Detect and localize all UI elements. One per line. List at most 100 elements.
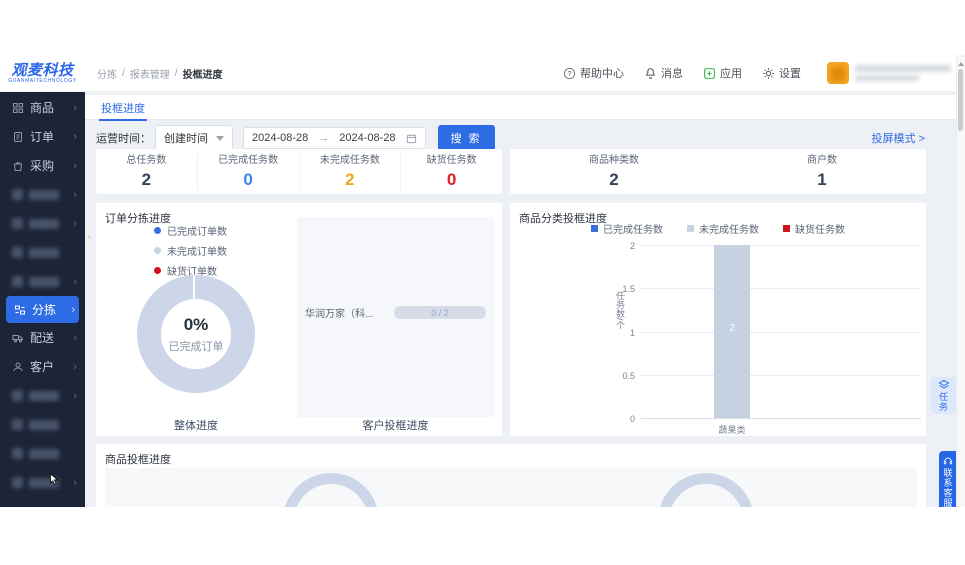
stat-label: 商户数	[807, 154, 837, 166]
time-type-value: 创建时间	[164, 133, 208, 145]
brand-logo[interactable]: 观麦科技 GUANMAITECHNOLOGY	[0, 63, 85, 84]
breadcrumb-separator: /	[174, 67, 178, 79]
bar-uncompleted[interactable]	[714, 245, 750, 418]
brand-subtitle: GUANMAITECHNOLOGY	[8, 77, 77, 84]
legend-item[interactable]: 缺货任务数	[783, 221, 845, 236]
product-donut-chart	[283, 473, 379, 507]
scroll-up-arrow-icon[interactable]	[958, 59, 964, 66]
breadcrumb-item[interactable]: 报表管理	[129, 69, 170, 81]
sidebar-item-redacted[interactable]	[0, 238, 85, 267]
legend-item[interactable]: 已完成任务数	[591, 221, 663, 236]
headset-icon	[943, 457, 953, 465]
y-tick: 0.5	[622, 371, 635, 381]
donut-percent: 0%	[183, 314, 209, 334]
y-axis-label: 任务数/个	[615, 291, 625, 330]
legend-dot-gray	[154, 247, 161, 254]
stat-outofstock-tasks: 缺货任务数 0	[401, 153, 502, 191]
sidebar-item-sorting-active[interactable]: 分拣 ›	[6, 296, 79, 323]
sidebar-item-redacted[interactable]	[0, 410, 85, 439]
scrollbar-thumb[interactable]	[958, 69, 963, 131]
stat-value: 2	[345, 170, 355, 190]
sidebar-item-orders[interactable]: 订单 ›	[0, 122, 85, 151]
task-stats-card: 总任务数 2 已完成任务数 0 未完成任务数 2 缺货任务数 0	[96, 149, 502, 194]
sidebar-item-purchase[interactable]: 采购 ›	[0, 151, 85, 180]
redacted-icon	[12, 189, 23, 200]
grid-icon	[13, 102, 23, 113]
legend-item[interactable]: 未完成订单数	[154, 243, 227, 258]
y-tick: 2	[629, 241, 635, 251]
chevron-right-icon: ›	[73, 275, 77, 288]
legend-square-red	[783, 225, 790, 232]
stat-value: 0	[446, 170, 457, 190]
chevron-right-icon: ›	[73, 159, 77, 172]
stat-product-kinds: 商品种类数 2	[510, 153, 718, 191]
legend-item[interactable]: 未完成任务数	[687, 221, 759, 236]
legend-item[interactable]: 已完成订单数	[154, 223, 227, 238]
sidebar-item-goods[interactable]: 商品 ›	[0, 93, 85, 122]
stats-row: 总任务数 2 已完成任务数 0 未完成任务数 2 缺货任务数 0 商	[96, 149, 926, 194]
settings-button[interactable]: 设置	[762, 65, 801, 81]
stat-value: 2	[609, 170, 619, 190]
vertical-scrollbar[interactable]	[956, 55, 965, 507]
sorting-icon	[15, 305, 25, 314]
stat-label: 商品种类数	[589, 154, 639, 166]
sidebar-item-label: 客户	[30, 360, 55, 374]
brand-title: 观麦科技	[11, 61, 74, 79]
product-progress-panel: 0% 0%	[105, 468, 917, 507]
tab-basket-progress[interactable]: 投框进度	[99, 95, 147, 121]
contact-service-button[interactable]: 联系客服	[939, 451, 957, 507]
customer-panel-footer-label: 客户投框进度	[362, 420, 429, 432]
date-end-value: 2024-08-28	[339, 132, 396, 144]
y-tick: 1	[629, 328, 635, 338]
customer-progress-row[interactable]: 华润万家（科... 0 / 2	[305, 305, 486, 320]
card-title: 商品分类投框进度	[519, 213, 607, 225]
sidebar-item-redacted[interactable]: ›	[0, 381, 85, 410]
redacted-icon	[12, 477, 23, 488]
sidebar-item-redacted[interactable]	[0, 439, 85, 468]
time-type-select[interactable]: 创建时间	[155, 125, 233, 151]
stat-label: 已完成任务数	[218, 154, 279, 166]
sidebar-item-delivery[interactable]: 配送 ›	[0, 323, 85, 352]
stat-label: 缺货任务数	[426, 154, 477, 166]
main-content: 投框进度 运营时间： 创建时间 2024-08-28 → 2024-08-28 …	[85, 91, 965, 507]
y-tick: 1.5	[622, 284, 635, 294]
legend-label: 缺货订单数	[167, 267, 217, 278]
user-name-redacted	[855, 65, 951, 81]
sidebar-item-customers[interactable]: 客户 ›	[0, 352, 85, 381]
breadcrumb-item[interactable]: 分拣	[97, 69, 117, 81]
redacted-icon	[12, 419, 23, 430]
sidebar-item-redacted[interactable]: ›	[0, 180, 85, 209]
sidebar-item-redacted[interactable]: ›	[0, 209, 85, 238]
date-start-value: 2024-08-28	[252, 132, 309, 144]
sidebar-collapse-handle[interactable]: ‹	[85, 223, 94, 249]
sidebar-item-redacted[interactable]: ›	[0, 267, 85, 296]
help-icon: ?	[563, 67, 576, 79]
redacted-icon	[12, 247, 23, 258]
help-center-button[interactable]: ? 帮助中心	[563, 65, 624, 81]
clipboard-icon	[14, 131, 22, 142]
legend-label: 缺货任务数	[795, 225, 845, 236]
gear-icon	[763, 67, 774, 79]
breadcrumb-current: 投框进度	[182, 69, 223, 81]
settings-label: 设置	[779, 68, 801, 80]
chevron-right-icon: ›	[71, 303, 75, 316]
screen-mode-link[interactable]: 投屏模式 >	[871, 133, 925, 145]
sidebar-item-label: 配送	[30, 331, 55, 345]
date-range-input[interactable]: 2024-08-28 → 2024-08-28	[243, 127, 426, 149]
donut-center-text: 0% 已完成订单	[137, 275, 255, 393]
messages-button[interactable]: 消息	[644, 65, 683, 81]
sidebar-item-label: 采购	[30, 159, 55, 173]
user-account[interactable]	[827, 62, 951, 84]
time-filter-label: 运营时间：	[96, 133, 151, 145]
stat-merchants: 商户数 1	[718, 153, 926, 191]
chevron-right-icon: ›	[73, 188, 77, 201]
legend-item[interactable]: 缺货订单数	[154, 263, 227, 278]
apps-button[interactable]: 应用	[703, 65, 742, 81]
task-float-button[interactable]: 任务	[930, 377, 957, 414]
sidebar-item-redacted[interactable]: ›	[0, 468, 85, 497]
redacted-label	[29, 390, 59, 401]
tab-bar: 投框进度	[85, 95, 965, 121]
redacted-label	[29, 419, 59, 430]
search-button[interactable]: 搜 索	[437, 125, 495, 151]
product-donut-chart	[658, 473, 754, 507]
